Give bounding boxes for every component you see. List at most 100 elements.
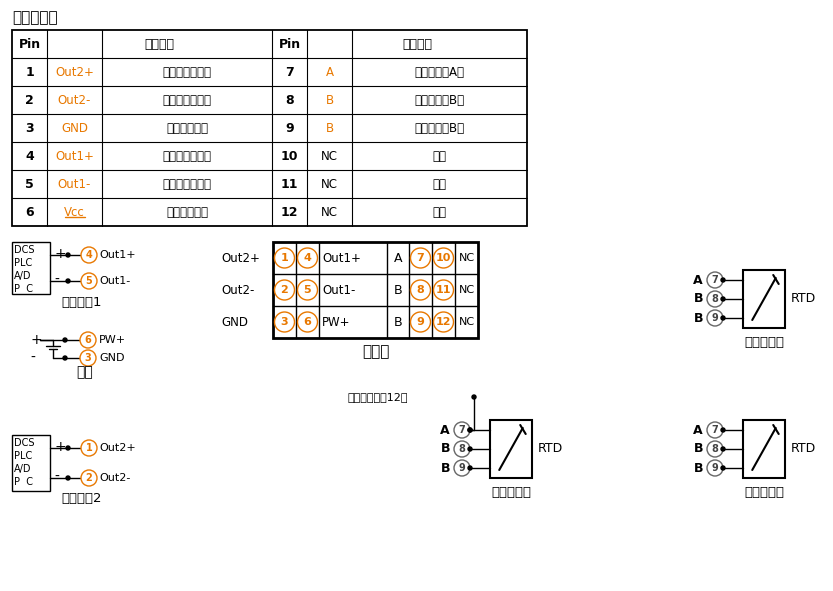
Text: 6: 6 — [303, 317, 312, 327]
Circle shape — [275, 312, 295, 332]
Text: 6: 6 — [85, 335, 92, 345]
Text: PLC: PLC — [14, 258, 32, 268]
Text: 8: 8 — [416, 285, 424, 295]
Text: Out1+: Out1+ — [99, 250, 136, 260]
Text: GND: GND — [99, 353, 124, 363]
Circle shape — [721, 428, 725, 432]
Circle shape — [721, 447, 725, 451]
Text: 空脚: 空脚 — [432, 177, 446, 190]
Bar — [12, 435, 50, 491]
Circle shape — [411, 280, 431, 300]
Text: 三线热电阵: 三线热电阵 — [744, 336, 784, 349]
Circle shape — [721, 316, 725, 320]
Text: 辅助电源正端: 辅助电源正端 — [166, 206, 208, 219]
Text: A: A — [441, 424, 450, 437]
Text: Pin: Pin — [18, 37, 41, 50]
Text: 2: 2 — [86, 473, 92, 483]
Circle shape — [297, 312, 317, 332]
Circle shape — [454, 441, 470, 457]
Text: NC: NC — [458, 253, 475, 263]
Text: Out2+: Out2+ — [99, 443, 136, 453]
Text: 7: 7 — [711, 275, 718, 285]
Text: Out2+: Out2+ — [55, 66, 94, 79]
Circle shape — [707, 441, 723, 457]
Circle shape — [707, 460, 723, 476]
Text: 引脚功能: 引脚功能 — [144, 37, 174, 50]
Bar — [490, 420, 532, 478]
Text: 5: 5 — [304, 285, 312, 295]
Text: 10: 10 — [281, 150, 298, 163]
Text: 引脚功能: 引脚功能 — [402, 37, 432, 50]
Text: 8: 8 — [285, 93, 294, 106]
Text: 9: 9 — [711, 463, 718, 473]
Text: 电源: 电源 — [77, 365, 93, 379]
Text: 11: 11 — [281, 177, 298, 190]
Text: 顶视图: 顶视图 — [362, 345, 389, 359]
Text: 11: 11 — [436, 285, 451, 295]
Circle shape — [468, 447, 472, 451]
Text: 信号输出1: 信号输出1 — [62, 296, 102, 309]
Text: 6: 6 — [25, 206, 34, 219]
Text: RTD: RTD — [538, 443, 563, 456]
Circle shape — [433, 280, 453, 300]
Text: 8: 8 — [711, 444, 718, 454]
Text: 8: 8 — [711, 294, 718, 304]
Text: Out2-: Out2- — [221, 284, 254, 297]
Text: 5: 5 — [25, 177, 34, 190]
Text: 3: 3 — [25, 122, 34, 135]
Text: Out2-: Out2- — [99, 473, 131, 483]
Circle shape — [707, 422, 723, 438]
Text: 不用接或接到12脚: 不用接或接到12脚 — [348, 392, 408, 402]
Circle shape — [721, 278, 725, 282]
Circle shape — [721, 466, 725, 470]
Text: 1: 1 — [25, 66, 34, 79]
Bar — [273, 242, 478, 338]
Text: 输出信号２负端: 输出信号２负端 — [162, 93, 212, 106]
Circle shape — [454, 422, 470, 438]
Text: 9: 9 — [711, 313, 718, 323]
Text: B: B — [694, 311, 703, 324]
Text: 热电阵输入B端: 热电阵输入B端 — [415, 93, 465, 106]
Text: Out1-: Out1- — [99, 276, 130, 286]
Circle shape — [411, 248, 431, 268]
Text: 12: 12 — [281, 206, 298, 219]
Text: B: B — [326, 122, 333, 135]
Circle shape — [275, 280, 295, 300]
Text: A/D: A/D — [14, 464, 32, 474]
Text: Out1+: Out1+ — [55, 150, 94, 163]
Circle shape — [411, 312, 431, 332]
Text: +: + — [54, 440, 66, 454]
Text: P  C: P C — [14, 284, 33, 294]
Circle shape — [707, 272, 723, 288]
Text: 10: 10 — [436, 253, 451, 263]
Text: P  C: P C — [14, 477, 33, 487]
Text: 7: 7 — [711, 425, 718, 435]
Text: 2: 2 — [281, 285, 288, 295]
Circle shape — [63, 338, 67, 342]
Text: NC: NC — [321, 206, 338, 219]
Text: NC: NC — [458, 285, 475, 295]
Text: 空脚: 空脚 — [432, 150, 446, 163]
Text: PW+: PW+ — [99, 335, 126, 345]
Text: 四线热电阵: 四线热电阵 — [491, 485, 531, 498]
Circle shape — [66, 476, 70, 480]
Text: 3: 3 — [281, 317, 288, 327]
Text: 辅助电源负端: 辅助电源负端 — [166, 122, 208, 135]
Circle shape — [468, 428, 472, 432]
Text: RTD: RTD — [791, 293, 816, 306]
Text: B: B — [326, 93, 333, 106]
Text: 两线热电阵: 两线热电阵 — [744, 485, 784, 498]
Text: -: - — [54, 273, 59, 287]
Circle shape — [468, 466, 472, 470]
Text: B: B — [694, 293, 703, 306]
Circle shape — [454, 460, 470, 476]
Text: 9: 9 — [285, 122, 294, 135]
Circle shape — [707, 310, 723, 326]
Text: -: - — [30, 351, 35, 365]
Circle shape — [468, 428, 472, 432]
Text: Pin: Pin — [278, 37, 301, 50]
Text: 12: 12 — [436, 317, 451, 327]
Text: A: A — [326, 66, 333, 79]
Text: +: + — [54, 247, 66, 261]
Circle shape — [66, 279, 70, 283]
